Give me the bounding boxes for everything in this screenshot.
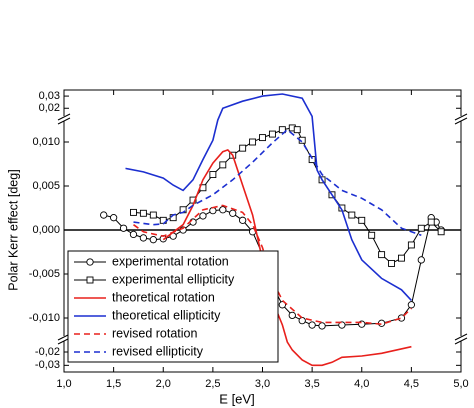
axis-break [455,116,467,121]
x-tick-label: 5,0 [453,378,468,390]
data-point [338,321,346,329]
y-tick-label: 0,010 [32,136,60,148]
y-tick-label: 0,03 [39,90,60,102]
data-point [308,321,316,329]
x-tick-label: 4,5 [404,378,419,390]
x-axis-label: E [eV] [219,391,254,406]
legend-label: experimental ellipticity [112,272,235,286]
y-tick-label: 0,005 [32,180,60,192]
x-tick-label: 1,5 [106,378,121,390]
data-point [239,144,247,152]
axis-break [455,336,467,341]
legend-label: revised rotation [112,326,198,340]
data-point [199,212,207,220]
data-point [189,196,197,204]
data-point [427,218,435,226]
x-tick-label: 3,0 [255,378,270,390]
data-point [308,156,316,164]
legend-label: revised ellipticity [112,344,204,358]
y-tick-label: -0,03 [35,359,60,371]
data-point [293,126,301,134]
legend-marker [86,258,94,266]
data-point [388,259,395,267]
axis-break [58,116,70,121]
data-point [209,171,217,179]
x-tick-label: 3,5 [304,378,319,390]
x-tick-label: 4,0 [354,378,369,390]
data-point [417,256,425,264]
legend-box [67,250,279,363]
data-point [119,224,128,232]
data-point [149,211,157,219]
data-point [437,228,445,236]
y-tick-label: -0,010 [29,312,60,324]
data-point [139,209,147,217]
data-point [109,214,118,222]
series-line [125,93,412,301]
x-tick-label: 1,0 [56,378,71,390]
data-point [100,211,108,219]
data-point [219,206,227,214]
series-line [133,127,442,265]
data-point [407,241,415,249]
y-tick-label: 0,02 [39,102,60,114]
axis-break-mark [57,113,71,121]
axis-break [58,336,70,341]
data-point [407,301,416,309]
y-tick-label: -0,005 [29,268,60,280]
data-point [398,254,405,262]
data-point [318,322,326,330]
data-point [149,236,157,244]
data-point [368,231,376,239]
data-point [130,208,137,216]
y-tick-label: -0,02 [35,346,60,358]
data-point [288,311,296,320]
data-point [219,161,227,169]
data-point [238,216,247,224]
data-point [139,234,148,242]
data-point [268,130,276,138]
data-point [298,316,306,325]
data-point [249,138,257,146]
legend-label: theoretical rotation [112,290,215,304]
data-point [278,301,286,309]
data-point [397,314,406,322]
y-tick-label: 0,000 [32,224,60,236]
data-point [378,251,386,259]
data-point [358,216,366,224]
legend-label: theoretical ellipticity [112,308,221,322]
axis-break-mark [454,113,468,121]
legend: experimental rotation experimental ellipt… [67,250,279,363]
data-point [348,211,356,219]
x-tick-label: 2,5 [205,378,220,390]
axis-break-mark [454,337,468,345]
axis-break-mark [454,117,468,125]
data-point [129,230,138,239]
axis-break-mark [57,117,71,125]
legend-label: experimental rotation [112,254,229,268]
data-point [259,134,266,142]
legend-marker [86,276,94,284]
series-line [133,128,422,237]
y-axis-label: Polar Kerr effect [deg] [6,169,20,290]
data-point [229,209,237,217]
data-point [278,126,286,134]
x-tick-label: 2,0 [156,378,171,390]
data-point [417,224,425,232]
axis-break-mark [454,333,468,341]
